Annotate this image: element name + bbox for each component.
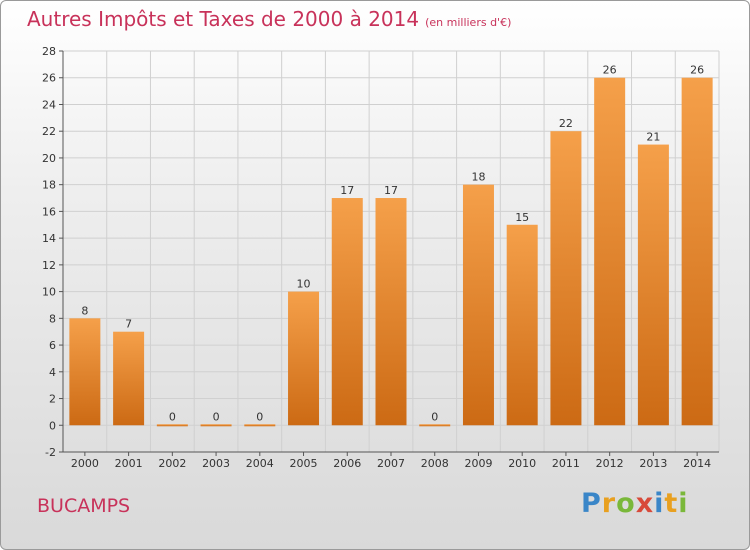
logo-letter: x xyxy=(635,488,655,519)
x-tick-label: 2006 xyxy=(333,457,361,470)
data-label: 8 xyxy=(81,304,88,317)
bar xyxy=(594,77,626,426)
y-tick-label: -2 xyxy=(45,446,56,459)
x-tick-label: 2011 xyxy=(552,457,580,470)
data-label: 18 xyxy=(471,171,485,184)
y-tick-label: 24 xyxy=(42,98,56,111)
bar xyxy=(506,224,538,426)
x-tick-label: 2003 xyxy=(202,457,230,470)
commune-name: BUCAMPS xyxy=(37,495,131,517)
x-tick-label: 2009 xyxy=(464,457,492,470)
y-tick-label: 6 xyxy=(49,339,56,352)
y-tick-label: 2 xyxy=(49,393,56,406)
bar xyxy=(681,77,713,426)
data-label: 10 xyxy=(297,278,311,291)
y-tick-label: 20 xyxy=(42,152,56,165)
x-tick-label: 2004 xyxy=(246,457,274,470)
bar xyxy=(244,424,276,427)
x-tick-label: 2002 xyxy=(158,457,186,470)
chart-subtitle: (en milliers d'€) xyxy=(425,16,512,29)
y-tick-label: 12 xyxy=(42,259,56,272)
data-label: 15 xyxy=(515,211,529,224)
bar xyxy=(113,331,145,426)
logo-letter: o xyxy=(616,488,636,519)
data-label: 17 xyxy=(340,184,354,197)
y-tick-label: 10 xyxy=(42,286,56,299)
y-tick-label: 18 xyxy=(42,179,56,192)
y-tick-label: 28 xyxy=(42,45,56,58)
bar xyxy=(375,198,407,426)
data-label: 0 xyxy=(256,410,263,423)
x-tick-label: 2001 xyxy=(115,457,143,470)
bar xyxy=(419,424,451,427)
data-label: 26 xyxy=(603,64,617,77)
data-label: 7 xyxy=(125,318,132,331)
bars xyxy=(69,77,713,427)
bar xyxy=(637,144,669,426)
x-tick-label: 2000 xyxy=(71,457,99,470)
data-label: 17 xyxy=(384,184,398,197)
bar xyxy=(156,424,188,427)
x-tick-label: 2012 xyxy=(596,457,624,470)
data-label: 26 xyxy=(690,64,704,77)
chart-title: Autres Impôts et Taxes de 2000 à 2014 xyxy=(27,7,420,31)
bar xyxy=(69,318,101,426)
data-label: 0 xyxy=(431,410,438,423)
y-tick-label: 22 xyxy=(42,125,56,138)
data-label: 22 xyxy=(559,117,573,130)
y-tick-label: 4 xyxy=(49,366,56,379)
logo-letter: P xyxy=(581,488,602,519)
y-tick-label: 8 xyxy=(49,312,56,325)
x-tick-label: 2007 xyxy=(377,457,405,470)
bar xyxy=(462,184,494,426)
x-tick-label: 2013 xyxy=(639,457,667,470)
axes xyxy=(59,50,719,456)
data-label: 0 xyxy=(213,410,220,423)
y-tick-label: 14 xyxy=(42,232,56,245)
x-tick-label: 2010 xyxy=(508,457,536,470)
data-label: 21 xyxy=(646,131,660,144)
title-line: Autres Impôts et Taxes de 2000 à 2014 (en… xyxy=(27,7,511,31)
bar xyxy=(331,198,363,426)
data-label: 0 xyxy=(169,410,176,423)
logo-letter: i xyxy=(678,488,689,519)
y-tick-label: 26 xyxy=(42,72,56,85)
x-tick-label: 2014 xyxy=(683,457,711,470)
bar xyxy=(288,291,320,426)
logo-letter: t xyxy=(664,488,679,519)
y-tick-label: 0 xyxy=(49,419,56,432)
proxiti-logo: Proxiti xyxy=(581,488,689,519)
x-tick-label: 2008 xyxy=(421,457,449,470)
x-tick-label: 2005 xyxy=(290,457,318,470)
logo-letter: r xyxy=(601,488,617,519)
bar xyxy=(550,131,582,426)
labels: -202468101214161820222426288200072001020… xyxy=(42,45,711,470)
bar xyxy=(200,424,232,427)
logo-letter: i xyxy=(654,488,665,519)
y-tick-label: 16 xyxy=(42,205,56,218)
